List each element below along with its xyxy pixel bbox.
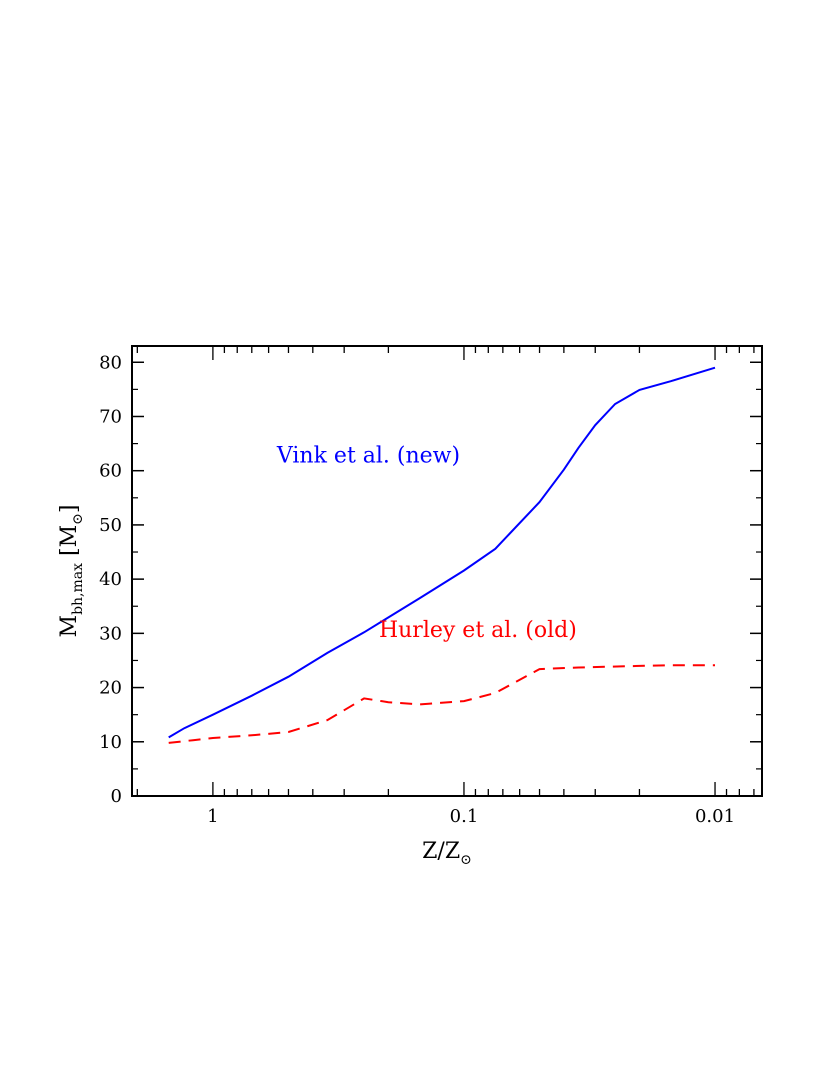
series-layer xyxy=(168,366,716,744)
y-axis-label-sub: bh,max xyxy=(70,563,86,615)
y-axis-unit-open: [M xyxy=(57,525,82,556)
annotations: Vink et al. (new) Hurley et al. (old) xyxy=(276,444,577,644)
x-tick-label: 0.1 xyxy=(450,806,479,827)
tick-labels: 0 10 20 30 40 50 60 70 80 1 0.1 0.01 xyxy=(99,352,735,827)
y-tick-label: 40 xyxy=(99,569,122,590)
x-axis-label-sub: ⊙ xyxy=(460,852,472,868)
y-tick-label: 70 xyxy=(99,406,122,427)
y-tick-label: 30 xyxy=(99,623,122,644)
y-tick-label: 0 xyxy=(111,786,122,807)
annotation-hurley: Hurley et al. (old) xyxy=(379,618,577,643)
x-tick-label: 0.01 xyxy=(695,806,735,827)
y-tick-label: 80 xyxy=(99,352,122,373)
ticks xyxy=(132,346,762,797)
y-axis-label-gap xyxy=(57,556,82,563)
y-tick-label: 50 xyxy=(99,515,122,536)
y-tick-label: 20 xyxy=(99,678,122,699)
y-axis-label: Mbh,max [M⊙] xyxy=(57,505,86,638)
y-axis-label-main: M xyxy=(57,615,82,638)
x-tick-label: 1 xyxy=(207,806,218,827)
x-axis-label: Z/Z⊙ xyxy=(422,839,472,868)
y-axis-unit-close: ] xyxy=(57,505,82,514)
y-tick-label: 10 xyxy=(99,732,122,753)
x-axis-label-main: Z/Z xyxy=(422,839,460,864)
series-line-vink xyxy=(168,366,716,739)
y-tick-label: 60 xyxy=(99,461,122,482)
annotation-vink: Vink et al. (new) xyxy=(276,444,460,469)
plot-frame xyxy=(131,345,763,797)
y-axis-unit-sub: ⊙ xyxy=(70,513,86,525)
series-line-hurley xyxy=(168,664,715,744)
